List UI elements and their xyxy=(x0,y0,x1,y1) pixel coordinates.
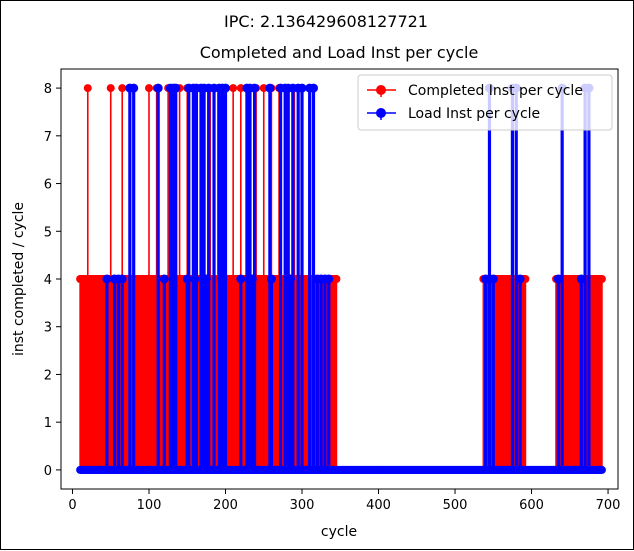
chart-title: Completed and Load Inst per cycle xyxy=(200,43,479,62)
point-load xyxy=(236,274,246,284)
point-load xyxy=(129,83,139,93)
x-tick-label: 700 xyxy=(596,498,621,513)
x-axis-ticks: 0 100 200 300 400 500 600 700 xyxy=(68,489,620,513)
point-completed xyxy=(597,275,606,283)
y-tick-label: 0 xyxy=(44,464,52,479)
series-load xyxy=(76,83,606,474)
x-tick-label: 400 xyxy=(366,498,391,513)
legend-entry-load: Load Inst per cycle xyxy=(367,106,540,122)
legend-label-completed: Completed Inst per cycle xyxy=(408,83,583,99)
x-tick-label: 0 xyxy=(68,498,76,513)
legend-entry-completed: Completed Inst per cycle xyxy=(367,83,583,99)
point-load xyxy=(117,274,127,284)
point-completed xyxy=(229,84,238,93)
point-load xyxy=(250,83,260,93)
point-load xyxy=(102,274,112,284)
y-tick-label: 6 xyxy=(44,178,52,193)
y-tick-label: 7 xyxy=(44,130,52,145)
point-load-zero xyxy=(597,465,606,474)
point-load xyxy=(204,83,214,93)
plot-area xyxy=(76,83,606,474)
y-tick-label: 8 xyxy=(44,82,52,97)
y-tick-label: 1 xyxy=(44,416,52,431)
x-axis-label: cycle xyxy=(321,524,357,540)
x-tick-label: 200 xyxy=(213,498,238,513)
point-load xyxy=(168,83,178,93)
x-tick-label: 500 xyxy=(443,498,468,513)
y-tick-label: 3 xyxy=(44,321,52,336)
point-completed xyxy=(144,84,153,93)
point-completed xyxy=(118,84,127,93)
figure-suptitle: IPC: 2.136429608127721 xyxy=(224,12,428,31)
point-load xyxy=(515,274,525,284)
y-axis-ticks: 0 1 2 3 4 5 6 7 8 xyxy=(44,82,61,479)
point-completed xyxy=(259,84,268,93)
x-tick-label: 300 xyxy=(290,498,315,513)
y-tick-label: 4 xyxy=(44,273,52,288)
y-tick-label: 5 xyxy=(44,225,52,240)
point-completed xyxy=(83,84,92,93)
legend: Completed Inst per cycle Load Inst per c… xyxy=(357,74,613,131)
legend-label-load: Load Inst per cycle xyxy=(408,106,540,122)
point-completed xyxy=(236,84,245,93)
point-load xyxy=(153,83,163,93)
legend-box xyxy=(357,74,613,131)
point-load xyxy=(265,83,275,93)
point-completed xyxy=(332,275,341,283)
y-tick-label: 2 xyxy=(44,368,52,383)
point-load xyxy=(220,83,230,93)
y-axis-label: inst completed / cycle xyxy=(11,202,27,356)
x-tick-label: 100 xyxy=(137,498,162,513)
point-load xyxy=(324,274,334,284)
point-load xyxy=(308,83,318,93)
point-load xyxy=(159,274,169,284)
point-load xyxy=(293,83,303,93)
series-completed xyxy=(76,84,606,471)
x-tick-label: 600 xyxy=(519,498,544,513)
point-completed xyxy=(106,84,115,93)
